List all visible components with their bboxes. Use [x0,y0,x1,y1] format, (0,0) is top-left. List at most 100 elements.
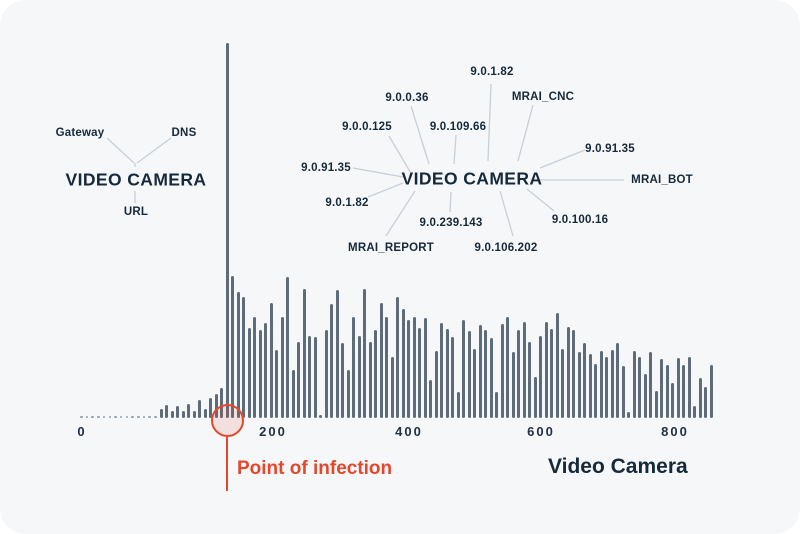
bar [176,406,179,418]
bar [643,374,647,418]
baseline-dot [80,416,83,418]
baseline-dot [148,416,151,418]
bar [286,277,289,418]
bar [280,317,284,418]
bar [302,289,306,418]
connection-line [385,190,416,237]
bar [385,317,388,418]
bar [577,352,581,418]
bar [605,357,608,418]
bar [335,290,339,418]
bar [379,303,383,418]
bar [665,365,669,418]
bar [528,342,531,418]
x-axis-tick: 0 [77,424,87,439]
bar [313,337,317,418]
node-label: 9.0.239.143 [419,217,483,229]
infection-point-circle [210,403,244,437]
baseline-dot [108,416,111,418]
connection-line [539,149,586,169]
bar [231,276,234,418]
baseline-dot [125,416,129,418]
bar [363,289,366,418]
baseline-dot [102,416,106,418]
bar [374,330,377,418]
bar [214,394,218,418]
bar [390,357,394,418]
bar [297,342,300,418]
bar [588,354,592,418]
node-label: 9.0.91.35 [585,143,635,155]
bar [423,318,427,418]
bar [555,313,559,418]
bar [517,330,520,418]
device-name-label: Video Camera [548,455,688,478]
bar [187,404,190,418]
x-axis-tick: 800 [661,424,689,439]
bar [247,328,251,418]
bar [616,343,619,418]
bar [660,359,663,418]
bar [236,292,240,418]
baseline-dot [85,416,89,418]
bar [412,317,416,418]
bar [324,330,328,418]
x-axis-tick: 200 [259,424,287,439]
bar [693,406,696,418]
bar [572,330,575,418]
node-label: 9.0.0.125 [342,121,392,133]
node-label: URL [123,206,149,218]
bar [544,322,548,418]
bar [451,337,454,418]
baseline-dot [137,416,140,418]
connection-line [352,167,404,178]
bar [401,309,405,418]
bar [638,357,641,418]
bar [192,411,196,418]
bar [698,378,702,418]
bar [478,325,482,418]
bar [649,352,652,418]
bar [561,349,564,418]
clean-device-title: VIDEO CAMERA [65,169,207,190]
baseline-dot [114,416,117,418]
node-label: 9.0.1.82 [325,197,369,209]
baseline-dot [154,416,157,418]
connection-line [410,105,430,165]
bar [704,387,707,418]
connection-line [453,134,457,165]
baseline-dot [97,416,100,418]
infected-device-title: VIDEO CAMERA [401,168,543,189]
bar [368,342,372,418]
bar [709,365,713,418]
bar [687,357,691,418]
bar [550,329,553,418]
bar [308,336,311,418]
bar [291,370,295,418]
connection-line [517,104,534,162]
bar [429,380,432,418]
infection-spike-bar [225,43,229,418]
x-axis-tick: 600 [527,424,555,439]
connection-line [106,137,135,164]
bar [198,400,201,418]
bar [489,338,493,418]
bar [599,351,603,418]
bar [484,330,487,418]
bar [627,412,630,418]
baseline-dot [91,416,94,418]
bar [330,304,333,418]
bar [462,320,465,418]
baseline-dot [119,416,123,418]
node-label: 9.0.91.35 [301,162,351,174]
node-label: 9.0.1.82 [470,66,514,78]
bar [539,336,542,418]
bar [682,365,685,418]
bar [346,370,350,418]
bar [676,358,680,418]
bar [632,351,636,418]
node-label: 9.0.100.16 [551,214,609,226]
bar [396,297,399,418]
bar [242,297,245,418]
